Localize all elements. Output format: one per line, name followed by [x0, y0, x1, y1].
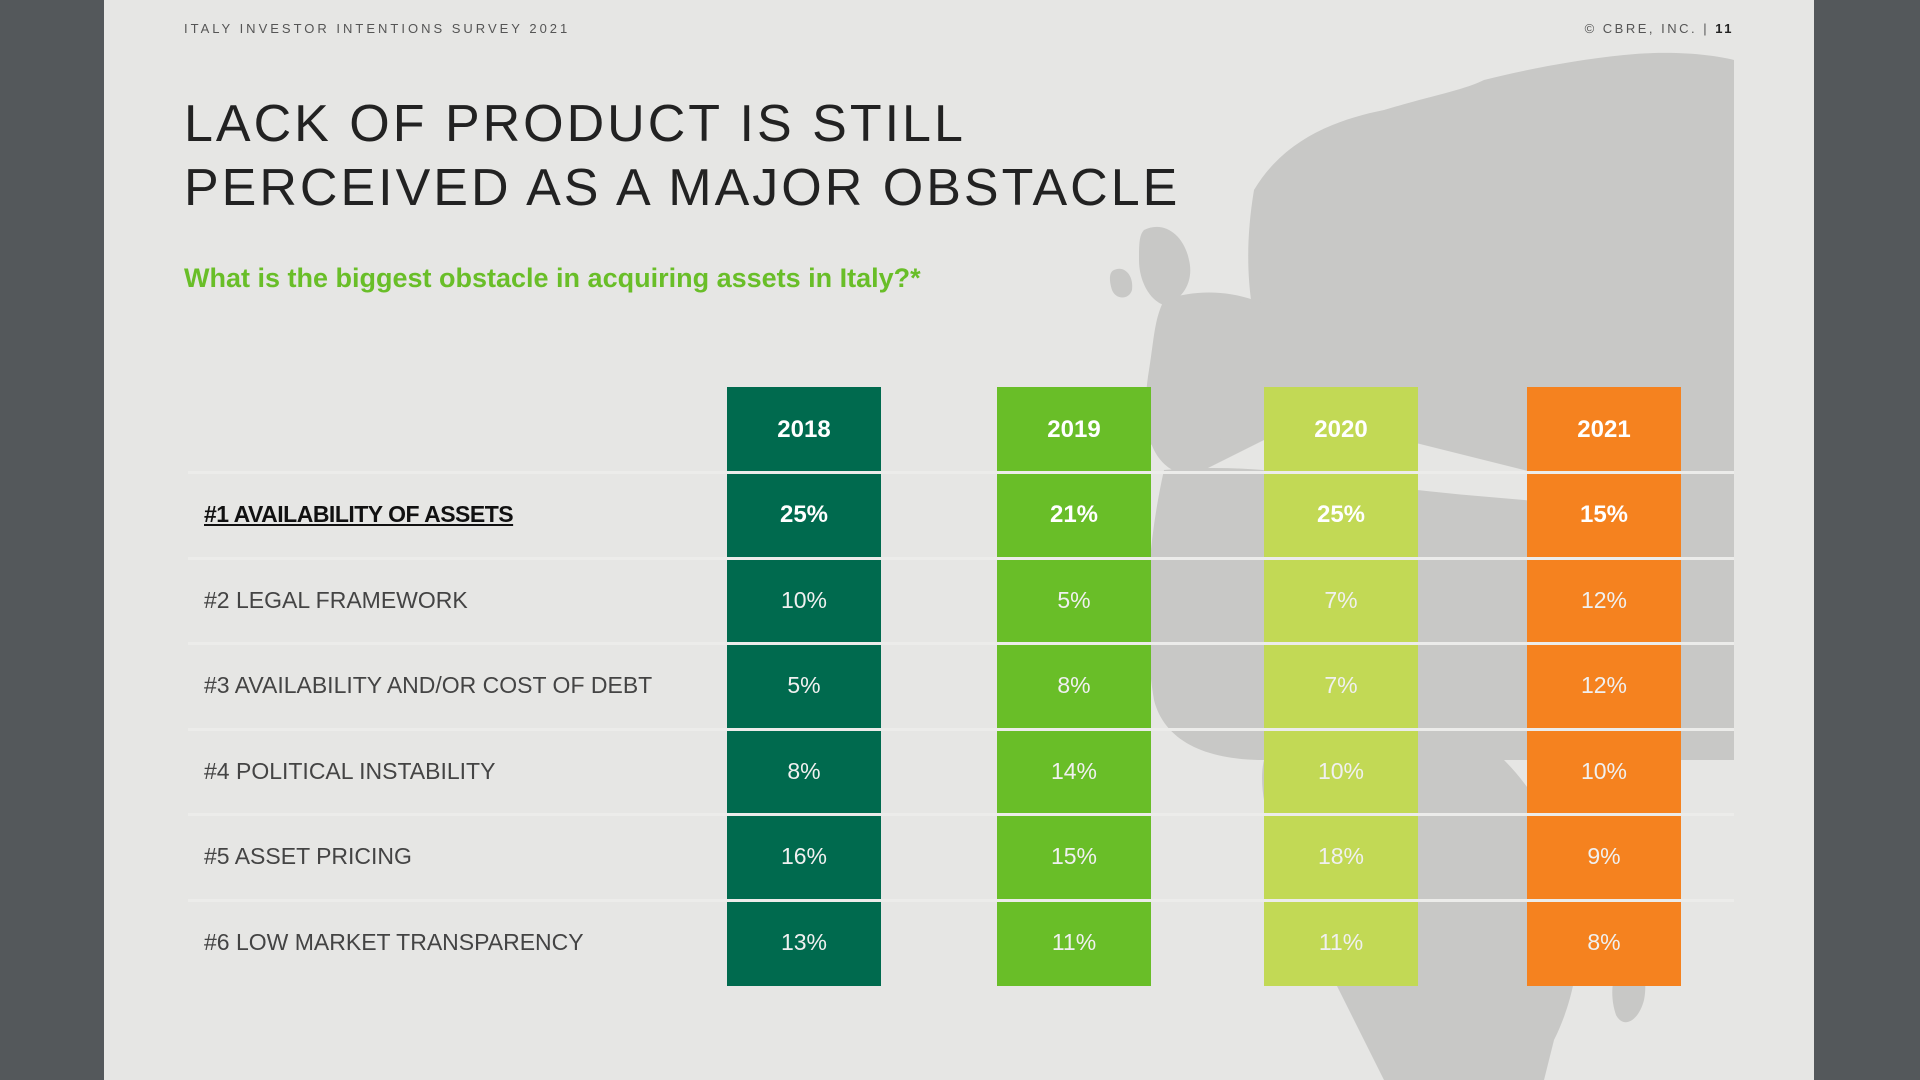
- table-cell-2018: 25%: [779, 501, 829, 528]
- table-cell-2019: 21%: [1049, 501, 1099, 528]
- table-cell-2019: 11%: [1051, 928, 1097, 955]
- row-label: #4 POLITICAL INSTABILITY: [204, 757, 496, 784]
- row-divider: [188, 727, 1734, 731]
- row-label: #6 LOW MARKET TRANSPARENCY: [204, 928, 584, 955]
- column-header-2020: 2020: [1314, 416, 1368, 443]
- row-divider: [188, 642, 1734, 645]
- table-cell-2018: 8%: [787, 757, 821, 784]
- column-header-2018: 2018: [777, 416, 831, 443]
- table-cell-2021: 15%: [1579, 501, 1629, 528]
- page-number: 11: [1715, 21, 1734, 36]
- column-bg-2020: [1264, 387, 1418, 986]
- table-cell-2020: 7%: [1324, 586, 1358, 613]
- column-bg-2021: [1527, 387, 1681, 986]
- survey-question: What is the biggest obstacle in acquirin…: [184, 263, 921, 293]
- row-label: #1 AVAILABILITY OF ASSETS: [204, 501, 514, 527]
- table-cell-2018: 10%: [780, 586, 828, 613]
- title-line-1: LACK OF PRODUCT IS STILL: [184, 95, 966, 153]
- table-cell-2021: 12%: [1580, 586, 1628, 613]
- table-cell-2020: 25%: [1316, 501, 1366, 528]
- table-cell-2020: 10%: [1317, 757, 1365, 784]
- column-header-2021: 2021: [1577, 416, 1631, 443]
- table-cell-2020: 18%: [1317, 843, 1365, 869]
- table-cell-2019: 8%: [1057, 672, 1091, 698]
- row-label: #5 ASSET PRICING: [204, 843, 412, 869]
- table-cell-2021: 12%: [1580, 672, 1628, 698]
- row-divider: [188, 813, 1734, 816]
- copyright-text: © CBRE, INC. |: [1584, 21, 1710, 36]
- row-label: #3 AVAILABILITY AND/OR COST OF DEBT: [204, 672, 653, 698]
- column-bg-2019: [997, 387, 1151, 986]
- table-cell-2020: 11%: [1318, 928, 1364, 955]
- row-label: #2 LEGAL FRAMEWORK: [204, 586, 468, 613]
- row-divider: [188, 556, 1734, 560]
- title-line-2: PERCEIVED AS A MAJOR OBSTACLE: [184, 159, 1181, 217]
- page-title: LACK OF PRODUCT IS STILL PERCEIVED AS A …: [184, 92, 1180, 220]
- table-cell-2019: 14%: [1050, 757, 1098, 784]
- table-cell-2021: 10%: [1580, 757, 1628, 784]
- table-cell-2018: 13%: [780, 928, 828, 955]
- row-divider: [188, 471, 1734, 474]
- row-divider: [188, 898, 1734, 902]
- table-cell-2021: 8%: [1587, 928, 1621, 955]
- table-cell-2021: 9%: [1587, 843, 1621, 869]
- table-cell-2019: 15%: [1050, 843, 1098, 869]
- column-header-2019: 2019: [1047, 416, 1101, 443]
- table-cell-2018: 5%: [787, 672, 821, 698]
- copyright-header: © CBRE, INC. | 11: [1585, 21, 1734, 36]
- table-cell-2019: 5%: [1057, 586, 1091, 613]
- table-cell-2020: 7%: [1324, 672, 1358, 698]
- slide-page: ITALY INVESTOR INTENTIONS SURVEY 2021 © …: [104, 0, 1814, 1080]
- table-cell-2018: 16%: [780, 843, 828, 869]
- column-bg-2018: [727, 387, 881, 986]
- survey-header: ITALY INVESTOR INTENTIONS SURVEY 2021: [184, 21, 571, 36]
